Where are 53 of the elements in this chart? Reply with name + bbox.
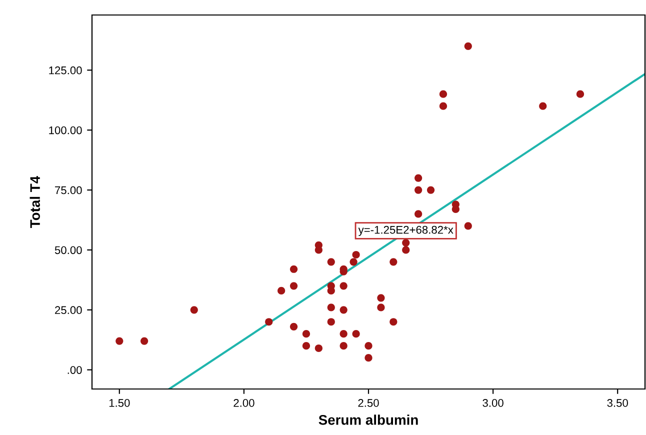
point	[116, 337, 124, 345]
y-tick-label: 25.00	[55, 306, 82, 314]
point	[340, 282, 348, 290]
point	[364, 342, 372, 350]
point	[402, 238, 410, 247]
point	[414, 210, 422, 218]
x-tick-label: 1.50	[109, 399, 130, 407]
point	[290, 322, 298, 330]
point	[464, 42, 472, 50]
x-axis-title: Serum albumin	[318, 414, 418, 425]
point	[464, 222, 472, 230]
point	[278, 286, 286, 295]
y-tick-label: 100.00	[49, 126, 82, 134]
point	[402, 246, 410, 254]
point	[314, 344, 322, 352]
point	[190, 306, 198, 314]
point	[302, 330, 310, 338]
point	[350, 258, 358, 266]
point	[290, 282, 298, 290]
x-tick-label: 2.00	[234, 399, 254, 407]
point	[390, 318, 398, 326]
y-tick-label: .00	[68, 366, 82, 374]
point	[290, 265, 298, 273]
point	[576, 90, 584, 98]
y-tick-label: 125.00	[49, 66, 82, 74]
point	[265, 318, 273, 326]
point	[327, 258, 335, 266]
point	[414, 174, 422, 182]
point	[439, 102, 448, 110]
y-tick-label: 50.00	[54, 246, 82, 254]
point	[414, 186, 422, 194]
point	[426, 186, 435, 194]
point	[327, 304, 335, 312]
point	[439, 90, 448, 98]
point	[352, 330, 360, 338]
y-tick-label: 75.00	[55, 186, 82, 194]
point	[377, 294, 385, 302]
x-tick-label: 2.50	[358, 399, 379, 407]
point	[327, 318, 335, 326]
x-tick-label: 3.50	[607, 399, 628, 407]
point	[390, 258, 398, 266]
y-axis-title: Total T4	[30, 176, 40, 228]
point	[539, 102, 547, 110]
point	[364, 354, 372, 362]
point	[302, 342, 310, 350]
x-tick-label: 3.00	[482, 399, 504, 407]
annotation: y=-1.25E2+68.82*x	[358, 226, 454, 236]
point	[352, 250, 360, 259]
point	[377, 304, 385, 312]
point	[340, 330, 348, 338]
point	[340, 306, 348, 314]
point	[140, 337, 148, 345]
point	[340, 342, 348, 350]
